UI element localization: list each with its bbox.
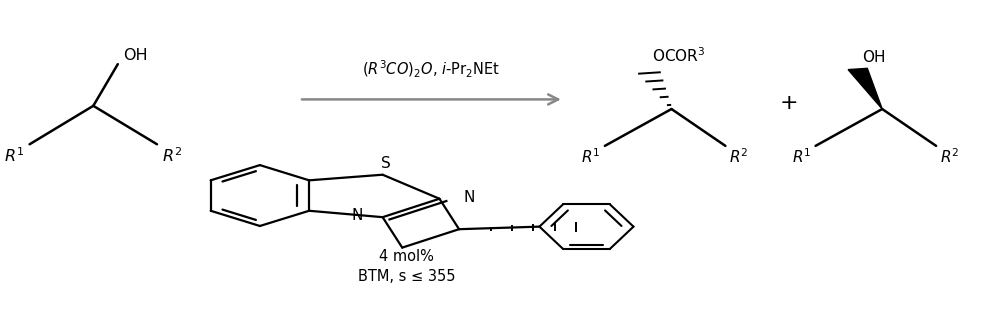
Text: OH: OH	[123, 47, 147, 62]
Text: S: S	[381, 156, 390, 171]
Text: $R^1$: $R^1$	[792, 147, 812, 166]
Text: 4 mol%: 4 mol%	[379, 250, 434, 265]
Text: $R^1$: $R^1$	[581, 147, 601, 166]
Text: N: N	[464, 190, 475, 205]
Text: OH: OH	[863, 50, 886, 65]
Text: N: N	[352, 208, 363, 223]
Polygon shape	[848, 68, 882, 109]
Text: $R^1$: $R^1$	[4, 146, 25, 164]
Text: BTM, s ≤ 355: BTM, s ≤ 355	[358, 269, 456, 284]
Text: $R^2$: $R^2$	[729, 147, 749, 166]
Text: $(R^3CO)_2O$, $i$-Pr$_2$NEt: $(R^3CO)_2O$, $i$-Pr$_2$NEt	[362, 59, 500, 80]
Text: $R^2$: $R^2$	[940, 147, 959, 166]
Text: $R^2$: $R^2$	[162, 146, 182, 164]
Text: OCOR$^3$: OCOR$^3$	[652, 46, 705, 65]
Text: +: +	[780, 93, 798, 112]
